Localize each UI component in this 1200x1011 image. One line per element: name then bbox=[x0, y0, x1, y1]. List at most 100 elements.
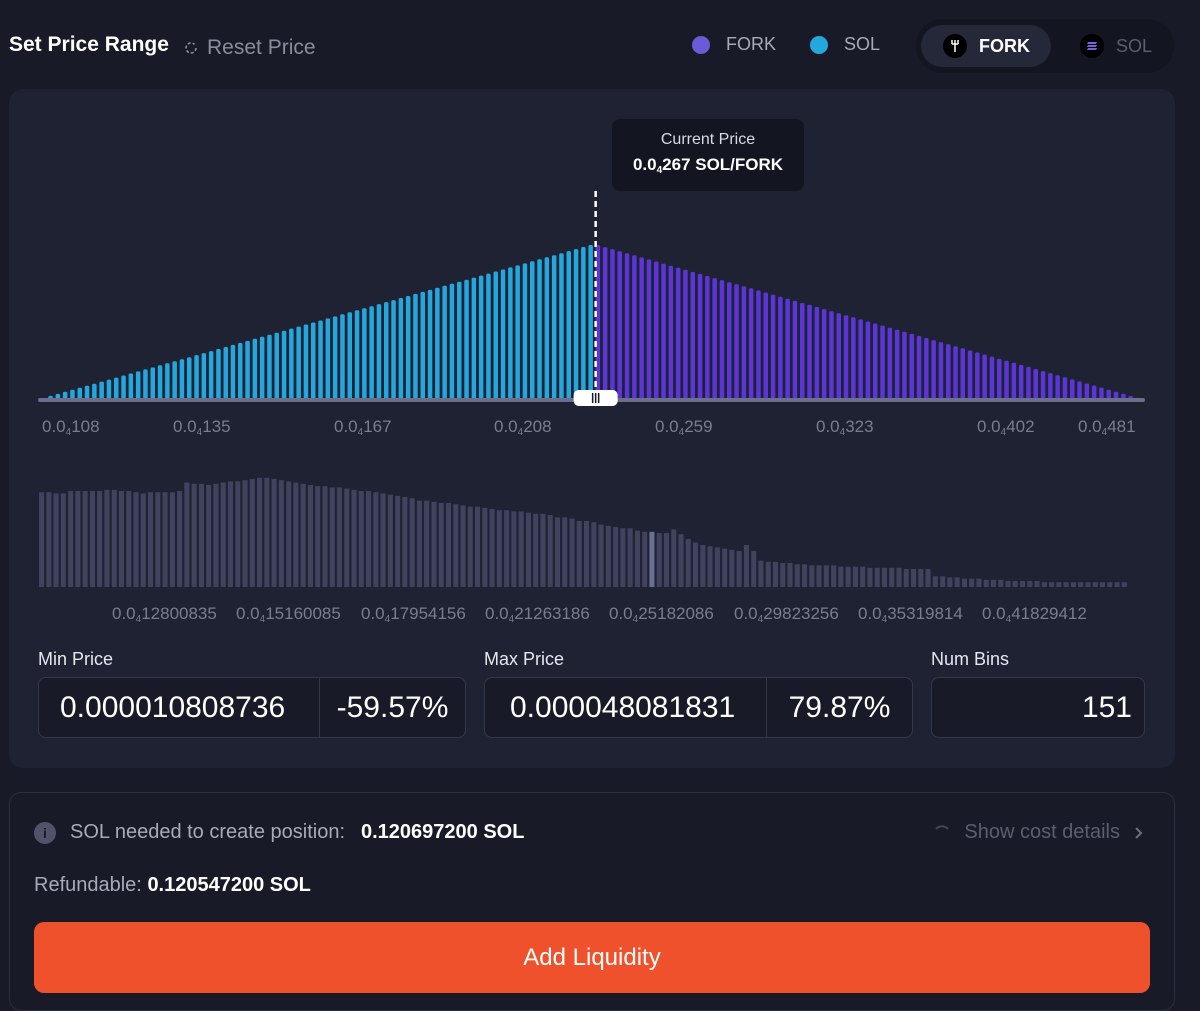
volume-bar bbox=[671, 529, 677, 587]
volume-bar bbox=[707, 546, 713, 587]
range-tick-label: 0.04167 bbox=[334, 417, 392, 438]
sol-bin-bar bbox=[573, 249, 579, 400]
volume-bar bbox=[889, 567, 895, 587]
volume-bar bbox=[591, 522, 597, 587]
volume-bar bbox=[700, 545, 706, 587]
show-cost-details-button[interactable]: Show cost details bbox=[932, 821, 1146, 844]
volume-bar bbox=[329, 487, 335, 587]
num-bins-input[interactable]: 151 bbox=[1081, 690, 1132, 724]
fork-bin-bar bbox=[1004, 360, 1009, 400]
volume-bar bbox=[823, 565, 829, 587]
sol-bin-bar bbox=[289, 328, 294, 400]
sol-needed-row: i SOL needed to create position: 0.12069… bbox=[34, 821, 524, 844]
volume-bar bbox=[554, 517, 560, 587]
fork-bin-bar bbox=[924, 338, 929, 400]
fork-bin-bar bbox=[1113, 391, 1119, 400]
sol-bin-bar bbox=[274, 332, 279, 400]
current-price-tooltip: Current Price 0.04267 SOL/FORK bbox=[612, 119, 804, 191]
volume-bar bbox=[1005, 581, 1011, 587]
volume-bar bbox=[300, 483, 306, 587]
fork-bin-bar bbox=[705, 276, 710, 400]
fork-bin-bar bbox=[778, 296, 783, 400]
add-liquidity-button[interactable]: Add Liquidity bbox=[34, 922, 1150, 993]
volume-bar bbox=[932, 576, 938, 587]
fork-bin-bar bbox=[785, 298, 790, 400]
num-bins-field[interactable]: 151 bbox=[931, 677, 1145, 738]
volume-bar bbox=[46, 492, 52, 587]
volume-bar bbox=[373, 492, 379, 587]
volume-bar bbox=[322, 486, 328, 587]
fork-bin-bar bbox=[967, 350, 973, 400]
volume-bar bbox=[656, 533, 662, 587]
volume-bar bbox=[169, 492, 175, 587]
volume-bar bbox=[845, 566, 851, 587]
fork-bin-bar bbox=[1106, 389, 1111, 400]
volume-bar bbox=[293, 482, 299, 587]
volume-bar bbox=[627, 528, 633, 587]
volume-bar bbox=[155, 492, 161, 587]
sol-bin-bar bbox=[464, 279, 469, 400]
volume-bar bbox=[983, 579, 989, 587]
volume-bar bbox=[736, 551, 742, 587]
volume-bar bbox=[925, 569, 931, 587]
volume-bar bbox=[758, 560, 764, 587]
volume-bar bbox=[540, 513, 546, 587]
sol-bin-bar bbox=[530, 261, 535, 400]
min-price-field[interactable]: 0.000010808736 -59.57% bbox=[38, 677, 466, 738]
volume-bar bbox=[227, 481, 233, 587]
fork-bin-bar bbox=[727, 282, 732, 400]
loading-spinner-icon bbox=[935, 824, 950, 830]
fork-bin-bar bbox=[617, 251, 622, 400]
num-bins-label: Num Bins bbox=[931, 649, 1010, 669]
fork-bin-bar bbox=[843, 315, 849, 400]
volume-bar bbox=[743, 545, 749, 587]
volume-tick-label: 0.0425182086 bbox=[609, 604, 714, 625]
fork-bin-bar bbox=[697, 273, 703, 400]
toggle-sol-button[interactable]: SOL bbox=[1058, 25, 1168, 67]
fork-bin-bar bbox=[610, 249, 615, 400]
volume-bar bbox=[634, 530, 640, 587]
sol-bin-bar bbox=[515, 265, 520, 400]
header: Set Price Range Reset Price FORK SOL FOR… bbox=[0, 0, 1200, 90]
volume-bar bbox=[860, 566, 866, 587]
volume-tick-label: 0.0412800835 bbox=[112, 604, 217, 625]
volume-bar bbox=[177, 491, 183, 587]
sol-bin-bar bbox=[172, 361, 177, 401]
sol-bin-bar bbox=[471, 277, 477, 400]
volume-bar bbox=[97, 491, 103, 587]
max-price-input[interactable]: 0.000048081831 bbox=[510, 690, 736, 724]
sol-bin-bar bbox=[354, 310, 360, 400]
volume-bar bbox=[184, 482, 190, 587]
volume-bar bbox=[678, 534, 684, 587]
sol-bin-bar bbox=[581, 247, 586, 400]
fork-bin-bar bbox=[975, 352, 980, 400]
volume-bar bbox=[751, 551, 757, 587]
fork-bin-bar bbox=[800, 302, 805, 400]
volume-bar bbox=[1092, 582, 1098, 587]
fork-dot-icon bbox=[692, 35, 710, 54]
fork-bin-bar bbox=[690, 271, 695, 400]
toggle-fork-button[interactable]: FORK bbox=[921, 25, 1051, 67]
reset-price-button[interactable]: Reset Price bbox=[183, 36, 316, 60]
volume-bar bbox=[460, 505, 466, 587]
sol-bin-bar bbox=[230, 344, 236, 400]
sol-bin-bar bbox=[303, 324, 309, 400]
sol-bin-bar bbox=[500, 269, 506, 400]
volume-bar bbox=[1056, 582, 1062, 587]
volume-bar bbox=[162, 492, 168, 587]
price-range-panel: Current Price 0.04267 SOL/FORK 0.04108 0.… bbox=[9, 89, 1175, 768]
sol-bin-bar bbox=[493, 271, 498, 400]
min-price-input[interactable]: 0.000010808736 bbox=[60, 690, 286, 724]
max-price-field[interactable]: 0.000048081831 79.87% bbox=[484, 677, 913, 738]
sol-dot-icon bbox=[810, 35, 828, 54]
volume-bar bbox=[249, 479, 255, 587]
volume-bar bbox=[286, 481, 292, 587]
range-tick-label: 0.04323 bbox=[816, 417, 874, 438]
sol-bin-bar bbox=[216, 349, 221, 400]
sol-bin-bar bbox=[435, 287, 440, 400]
volume-bar bbox=[213, 483, 219, 587]
sol-bin-bar bbox=[187, 357, 192, 400]
sol-bin-bar bbox=[413, 293, 418, 400]
sol-bin-bar bbox=[442, 285, 447, 400]
fork-bin-bar bbox=[851, 317, 856, 400]
